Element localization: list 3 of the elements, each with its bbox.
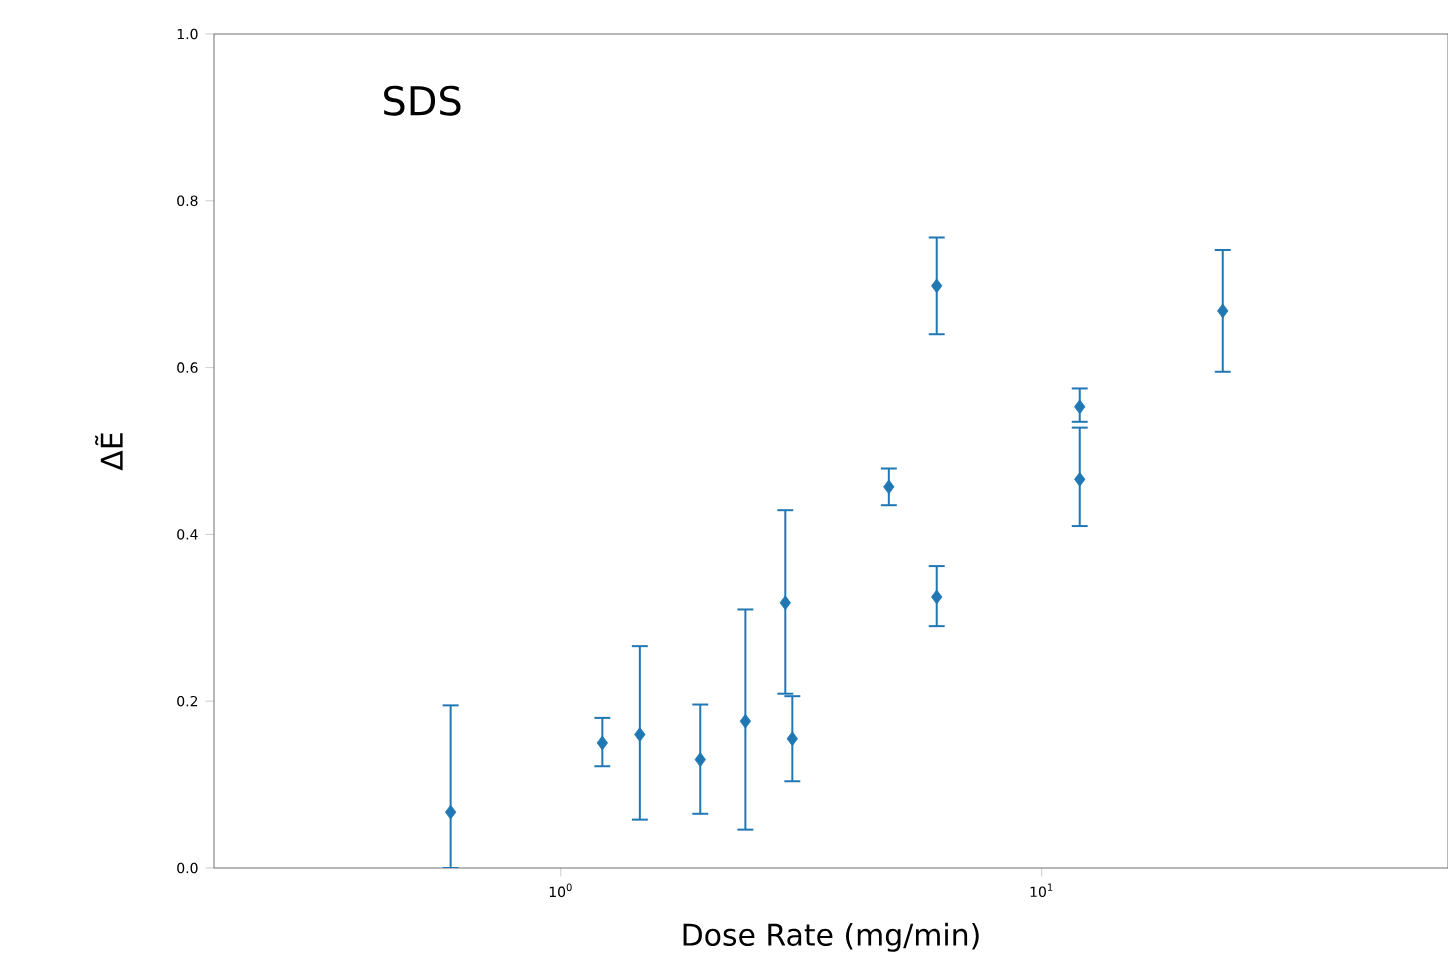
x-axis-title: Dose Rate (mg/min) bbox=[683, 922, 979, 952]
y-axis-title: ΔẼ bbox=[95, 433, 123, 471]
annotation: SDS bbox=[384, 85, 461, 116]
